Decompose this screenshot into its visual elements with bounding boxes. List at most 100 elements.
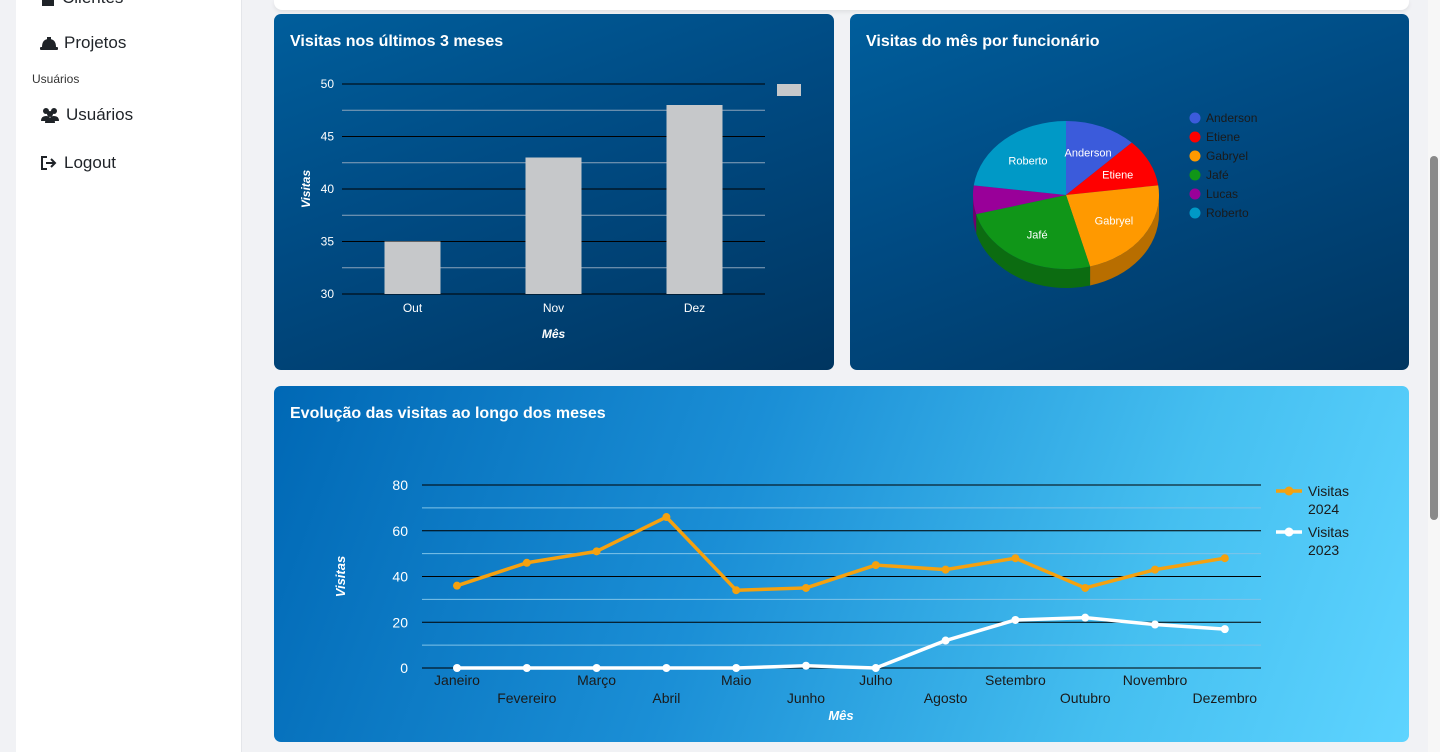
sidebar-item-logout[interactable]: Logout bbox=[40, 153, 116, 173]
bar bbox=[525, 157, 582, 294]
pie-chart-title: Visitas do mês por funcionário bbox=[866, 33, 1100, 50]
bar bbox=[384, 241, 441, 294]
building-icon bbox=[42, 0, 54, 6]
pie-chart: Anderson Etiene Gabryel Jafé Roberto Anderson… bbox=[973, 111, 1257, 288]
bar bbox=[666, 105, 723, 294]
pie-chart-card: Visitas do mês por funcionário Anderson E… bbox=[850, 14, 1409, 370]
x-tick-label: Outubro bbox=[1060, 690, 1111, 706]
y-tick-label: 45 bbox=[321, 130, 335, 144]
x-tick-label: Dez bbox=[684, 301, 705, 315]
legend-label: Anderson bbox=[1206, 111, 1257, 125]
sidebar: Clientes Projetos Usuários Usuários Logo… bbox=[16, 0, 242, 752]
data-point bbox=[1151, 620, 1159, 629]
pie-slice bbox=[1066, 185, 1159, 267]
logout-icon bbox=[41, 156, 57, 170]
sidebar-item-projetos[interactable]: Projetos bbox=[40, 33, 126, 53]
legend-label: Roberto bbox=[1206, 206, 1249, 220]
legend-label: Visitas 2023 bbox=[1308, 524, 1349, 558]
data-point bbox=[871, 561, 880, 570]
sidebar-item-usuarios[interactable]: Usuários bbox=[40, 105, 133, 125]
pie-slice-side bbox=[1090, 195, 1159, 286]
y-axis-label: Visitas bbox=[333, 556, 348, 597]
scrollbar-thumb[interactable] bbox=[1430, 156, 1438, 520]
legend-marker bbox=[1284, 527, 1294, 537]
data-point bbox=[1081, 613, 1090, 622]
data-point bbox=[802, 661, 810, 670]
x-tick-label: Agosto bbox=[924, 690, 968, 706]
x-tick-label: Julho bbox=[859, 672, 893, 688]
legend-label: Jafé bbox=[1206, 168, 1229, 182]
pie-slice bbox=[1066, 142, 1159, 195]
line-chart-card: Evolução das visitas ao longo dos meses … bbox=[274, 386, 1409, 742]
data-point bbox=[662, 664, 671, 672]
page-scrollbar[interactable] bbox=[1428, 0, 1440, 752]
top-card-edge bbox=[274, 0, 1409, 10]
x-axis-label: Mês bbox=[828, 708, 853, 723]
sidebar-section-label: Usuários bbox=[32, 72, 80, 86]
pie-slice-label: Etiene bbox=[1102, 170, 1133, 182]
line-chart-title: Evolução das visitas ao longo dos meses bbox=[290, 405, 606, 422]
pie-slice-side bbox=[973, 195, 977, 234]
legend-label: Etiene bbox=[1206, 130, 1240, 144]
pie-slice-label: Gabryel bbox=[1095, 215, 1134, 227]
data-point bbox=[662, 513, 671, 522]
x-axis-label: Mês bbox=[542, 327, 566, 341]
x-tick-label: Nov bbox=[543, 301, 564, 315]
pie-slice bbox=[973, 121, 1066, 195]
y-tick-label: 30 bbox=[321, 287, 335, 301]
pie-slice bbox=[1066, 121, 1132, 195]
y-axis-label: Visitas bbox=[299, 170, 313, 209]
y-tick-label: 40 bbox=[392, 569, 408, 585]
data-point bbox=[592, 664, 601, 672]
users-icon bbox=[41, 108, 59, 123]
legend-marker bbox=[1189, 188, 1201, 200]
y-tick-label: 20 bbox=[392, 614, 408, 630]
legend-marker bbox=[1189, 112, 1201, 124]
x-tick-label: Abril bbox=[652, 690, 680, 706]
pie-slice bbox=[973, 185, 1066, 215]
sidebar-item-label: Usuários bbox=[66, 105, 134, 124]
legend-marker bbox=[1189, 150, 1201, 162]
sidebar-item-label: Clientes bbox=[62, 0, 123, 8]
data-point bbox=[1011, 615, 1020, 624]
legend-marker bbox=[1189, 207, 1201, 219]
x-tick-label: Junho bbox=[787, 690, 825, 706]
sidebar-item-label: Logout bbox=[64, 153, 116, 172]
data-point bbox=[453, 664, 461, 672]
y-tick-label: 35 bbox=[321, 235, 335, 249]
legend-label: Gabryel bbox=[1206, 149, 1248, 163]
data-point bbox=[1220, 554, 1229, 563]
pie-slice-label: Anderson bbox=[1065, 148, 1112, 160]
hard-hat-icon bbox=[40, 37, 58, 50]
x-tick-label: Dezembro bbox=[1193, 690, 1258, 706]
data-point bbox=[522, 664, 531, 672]
data-point bbox=[871, 664, 880, 672]
legend-label: Lucas bbox=[1206, 187, 1238, 201]
pie-slice-label: Roberto bbox=[1008, 156, 1047, 168]
sidebar-item-label: Projetos bbox=[64, 33, 127, 52]
data-point bbox=[1011, 554, 1020, 563]
legend-marker bbox=[1189, 131, 1201, 143]
bar-chart-title: Visitas nos últimos 3 meses bbox=[290, 33, 504, 50]
x-tick-label: Out bbox=[403, 301, 423, 315]
legend-swatch bbox=[777, 84, 801, 96]
x-tick-label: Maio bbox=[721, 672, 752, 688]
data-point bbox=[802, 583, 810, 592]
y-tick-label: 80 bbox=[392, 477, 408, 493]
data-point bbox=[941, 636, 950, 645]
legend-marker bbox=[1284, 486, 1294, 496]
data-point bbox=[592, 547, 601, 556]
data-point bbox=[732, 664, 741, 672]
bar-chart: 30 35 40 45 50 Out Nov Dez Mês Visitas bbox=[299, 77, 801, 341]
pie-slice-side bbox=[976, 214, 1091, 288]
sidebar-item-clientes[interactable]: Clientes bbox=[40, 0, 123, 8]
data-point bbox=[1151, 565, 1159, 574]
data-point bbox=[453, 581, 461, 590]
pie-slice bbox=[976, 195, 1091, 269]
x-tick-label: Setembro bbox=[985, 672, 1046, 688]
x-tick-label: Março bbox=[577, 672, 616, 688]
series-line bbox=[456, 515, 1226, 592]
series-line bbox=[457, 615, 1225, 670]
x-tick-label: Janeiro bbox=[434, 672, 480, 688]
data-point bbox=[941, 565, 950, 574]
